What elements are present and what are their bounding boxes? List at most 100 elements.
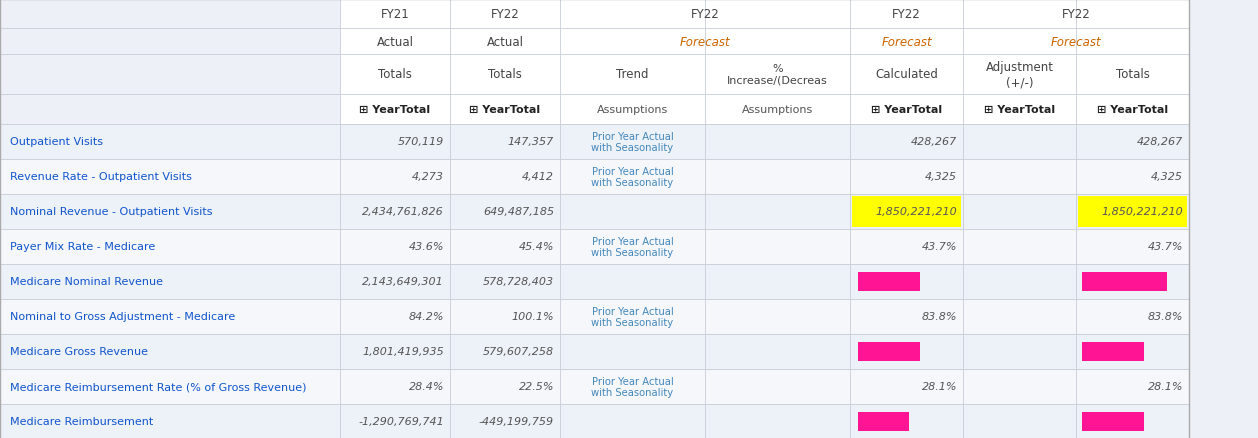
Text: 570,119: 570,119 [398, 137, 444, 147]
Bar [0, 369, 340, 404]
Bar [704, 159, 850, 194]
Text: Assumptions: Assumptions [596, 105, 668, 115]
Bar [450, 159, 560, 194]
Bar [704, 0, 850, 29]
Text: Totals: Totals [1116, 68, 1150, 81]
Bar [340, 55, 450, 95]
Bar [0, 194, 340, 230]
Text: Medicare Gross Revenue: Medicare Gross Revenue [10, 347, 148, 357]
Text: 578,728,403: 578,728,403 [483, 277, 554, 287]
Bar [340, 0, 450, 29]
Text: Adjustment
(+/-): Adjustment (+/-) [985, 61, 1053, 89]
Text: Forecast: Forecast [881, 35, 932, 48]
Text: -449,199,759: -449,199,759 [479, 417, 554, 427]
Text: Calculated: Calculated [876, 68, 938, 81]
Text: FY22: FY22 [691, 8, 720, 21]
Bar [450, 125, 560, 159]
Bar [1076, 404, 1189, 438]
Text: 83.8%: 83.8% [1147, 312, 1183, 322]
Text: 43.6%: 43.6% [409, 242, 444, 252]
Bar [0, 95, 340, 125]
Text: FY22: FY22 [892, 8, 921, 21]
Bar [964, 334, 1076, 369]
Bar [450, 55, 560, 95]
Bar [0, 299, 340, 334]
Text: Totals: Totals [488, 68, 522, 81]
Text: 100.1%: 100.1% [511, 312, 554, 322]
Bar [340, 194, 450, 230]
Text: FY22: FY22 [1062, 8, 1091, 21]
Bar [704, 95, 850, 125]
Bar [1076, 125, 1189, 159]
Bar [1076, 230, 1189, 265]
Bar [0, 404, 340, 438]
Bar [850, 0, 964, 29]
Text: -1,290,769,741: -1,290,769,741 [359, 417, 444, 427]
Bar [1076, 159, 1189, 194]
Text: Prior Year Actual
with Seasonality: Prior Year Actual with Seasonality [591, 236, 673, 258]
Bar [964, 369, 1076, 404]
Bar [704, 334, 850, 369]
Bar [964, 194, 1076, 230]
Bar [704, 230, 850, 265]
Bar [560, 334, 704, 369]
Bar [450, 265, 560, 299]
Bar [1076, 265, 1189, 299]
Bar [560, 159, 704, 194]
Bar [340, 265, 450, 299]
Bar [340, 159, 450, 194]
Bar [560, 265, 704, 299]
Bar [450, 95, 560, 125]
Text: 43.7%: 43.7% [1147, 242, 1183, 252]
Text: Medicare Nominal Revenue: Medicare Nominal Revenue [10, 277, 164, 287]
Text: 2,434,761,826: 2,434,761,826 [362, 207, 444, 217]
Text: Payer Mix Rate - Medicare: Payer Mix Rate - Medicare [10, 242, 155, 252]
Bar [964, 0, 1076, 29]
Text: 4,412: 4,412 [522, 172, 554, 182]
Bar [560, 125, 704, 159]
Text: 649,487,185: 649,487,185 [483, 207, 554, 217]
Bar [450, 0, 560, 29]
Bar [964, 95, 1076, 125]
Bar [850, 265, 964, 299]
Bar [850, 95, 964, 125]
Text: 28.1%: 28.1% [1147, 381, 1183, 392]
Text: ⊞ YearTotal: ⊞ YearTotal [1097, 105, 1169, 115]
Bar [1076, 55, 1189, 95]
Bar [450, 194, 560, 230]
Text: 4,325: 4,325 [1151, 172, 1183, 182]
Text: Nominal Revenue - Outpatient Visits: Nominal Revenue - Outpatient Visits [10, 207, 213, 217]
Text: 1,801,419,935: 1,801,419,935 [362, 347, 444, 357]
Bar [1076, 29, 1189, 55]
Bar [340, 369, 450, 404]
Bar [704, 29, 850, 55]
Text: Prior Year Actual
with Seasonality: Prior Year Actual with Seasonality [591, 166, 673, 188]
Bar [0, 125, 340, 159]
Bar [850, 299, 964, 334]
Text: Trend: Trend [616, 68, 649, 81]
Bar [850, 334, 964, 369]
Bar [450, 334, 560, 369]
Text: Totals: Totals [379, 68, 411, 81]
Text: 83.8%: 83.8% [922, 312, 957, 322]
Bar [850, 159, 964, 194]
Bar [560, 95, 704, 125]
Bar [450, 230, 560, 265]
Bar [560, 230, 704, 265]
Bar [340, 230, 450, 265]
Text: 428,267: 428,267 [911, 137, 957, 147]
Bar [340, 29, 450, 55]
Bar [1076, 369, 1189, 404]
Bar [560, 404, 704, 438]
Bar [964, 404, 1076, 438]
Bar [0, 265, 340, 299]
Bar [1078, 197, 1188, 227]
Bar [852, 197, 961, 227]
Text: 43.7%: 43.7% [922, 242, 957, 252]
Text: 28.4%: 28.4% [409, 381, 444, 392]
Bar [560, 55, 704, 95]
Bar [560, 29, 704, 55]
Text: 4,273: 4,273 [413, 172, 444, 182]
Text: ⊞ YearTotal: ⊞ YearTotal [360, 105, 430, 115]
Text: 579,607,258: 579,607,258 [483, 347, 554, 357]
